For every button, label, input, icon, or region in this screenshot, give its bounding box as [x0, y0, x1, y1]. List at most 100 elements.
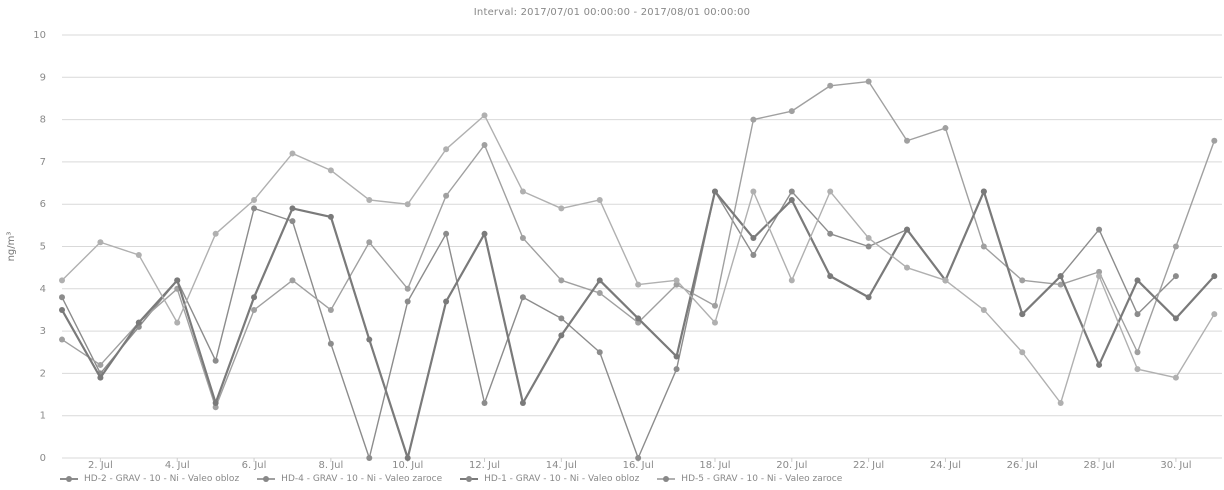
x-tick-label: 8. Jul: [318, 460, 343, 471]
data-point: [1057, 273, 1064, 280]
data-point: [443, 146, 450, 153]
x-tick-label: 12. Jul: [469, 460, 500, 471]
data-point: [212, 230, 219, 237]
legend-swatch-icon: [460, 476, 479, 482]
data-point: [827, 82, 834, 89]
y-tick-label: 4: [40, 284, 46, 295]
x-tick-label: 24. Jul: [930, 460, 961, 471]
y-tick-label: 8: [40, 115, 46, 126]
data-point: [174, 319, 181, 326]
data-point: [558, 277, 565, 284]
data-point: [904, 264, 911, 271]
series-line: [61, 190, 1177, 459]
data-point: [1096, 273, 1103, 280]
legend-label: HD-4 - GRAV - 10 - Ni - Valeo zaroce: [281, 474, 443, 484]
data-point: [827, 230, 834, 237]
legend-label: HD-5 - GRAV - 10 - Ni - Valeo zaroce: [681, 474, 843, 484]
data-point: [904, 137, 911, 144]
data-point: [673, 277, 680, 284]
x-tick-label: 18. Jul: [699, 460, 730, 471]
x-tick-label: 10. Jul: [392, 460, 423, 471]
data-point: [443, 298, 450, 305]
data-point: [251, 294, 258, 301]
y-tick-label: 0: [40, 453, 46, 464]
data-point: [635, 281, 642, 288]
data-point: [212, 400, 219, 407]
chart-title: Interval: 2017/07/01 00:00:00 - 2017/08/…: [473, 7, 751, 18]
data-point: [519, 294, 526, 301]
data-point: [827, 273, 834, 280]
x-tick-label: 6. Jul: [242, 460, 267, 471]
data-point: [251, 306, 258, 313]
data-point: [558, 315, 565, 322]
data-point: [59, 336, 65, 343]
y-tick-label: 10: [33, 30, 46, 41]
data-point: [980, 306, 987, 313]
x-tick-label: 28. Jul: [1084, 460, 1115, 471]
y-tick-label: 7: [40, 157, 46, 168]
data-point: [404, 298, 411, 305]
legend-label: HD-1 - GRAV - 10 - Ni - Valeo obloz: [484, 474, 640, 484]
data-point: [212, 357, 219, 364]
data-point: [97, 239, 104, 246]
data-point: [635, 455, 642, 461]
data-point: [289, 277, 296, 284]
data-point: [673, 353, 680, 360]
data-point: [1019, 349, 1026, 356]
x-tick-label: 14. Jul: [546, 460, 577, 471]
data-point: [558, 332, 565, 339]
data-point: [711, 302, 718, 309]
y-axis-label: ng/m³: [6, 232, 17, 262]
y-tick-label: 6: [40, 199, 46, 210]
data-point: [1211, 137, 1218, 144]
data-point: [942, 125, 949, 132]
chart-legend: HD-2 - GRAV - 10 - Ni - Valeo obloz HD-4 …: [60, 472, 1210, 486]
data-point: [404, 285, 411, 292]
data-point: [596, 196, 603, 203]
data-point: [980, 243, 987, 250]
data-point: [596, 349, 603, 356]
data-point: [481, 400, 488, 407]
data-point: [1211, 273, 1218, 280]
data-point: [865, 78, 872, 85]
data-point: [1057, 400, 1064, 407]
data-point: [558, 205, 565, 212]
legend-item[interactable]: HD-4 - GRAV - 10 - Ni - Valeo zaroce: [257, 472, 442, 486]
data-point: [366, 239, 373, 246]
data-point: [1172, 315, 1179, 322]
data-point: [788, 196, 795, 203]
data-point: [404, 201, 411, 208]
legend-item[interactable]: HD-2 - GRAV - 10 - Ni - Valeo obloz: [60, 472, 239, 486]
data-point: [519, 235, 526, 242]
data-point: [750, 251, 757, 258]
data-point: [788, 277, 795, 284]
data-point: [1096, 226, 1103, 233]
data-point: [519, 400, 526, 407]
data-point: [366, 196, 373, 203]
data-point: [750, 188, 757, 195]
series-line: [61, 80, 1215, 408]
data-point: [251, 196, 258, 203]
data-point: [59, 306, 65, 313]
data-point: [97, 374, 104, 381]
legend-item[interactable]: HD-5 - GRAV - 10 - Ni - Valeo zaroce: [657, 472, 842, 486]
data-point: [711, 319, 718, 326]
x-tick-label: 22. Jul: [853, 460, 884, 471]
data-point: [1096, 268, 1103, 275]
y-tick-label: 5: [40, 242, 46, 253]
data-point: [1019, 277, 1026, 284]
legend-item[interactable]: HD-1 - GRAV - 10 - Ni - Valeo obloz: [460, 472, 639, 486]
y-tick-label: 2: [40, 368, 46, 379]
data-point: [904, 226, 911, 233]
data-point: [135, 251, 142, 258]
data-point: [865, 243, 872, 250]
y-tick-label: 3: [40, 326, 46, 337]
data-point: [174, 277, 181, 284]
data-point: [59, 277, 65, 284]
x-tick-label: 16. Jul: [623, 460, 654, 471]
data-point: [327, 213, 334, 220]
x-tick-label: 26. Jul: [1007, 460, 1038, 471]
data-point: [1134, 366, 1141, 373]
data-point: [59, 294, 65, 301]
